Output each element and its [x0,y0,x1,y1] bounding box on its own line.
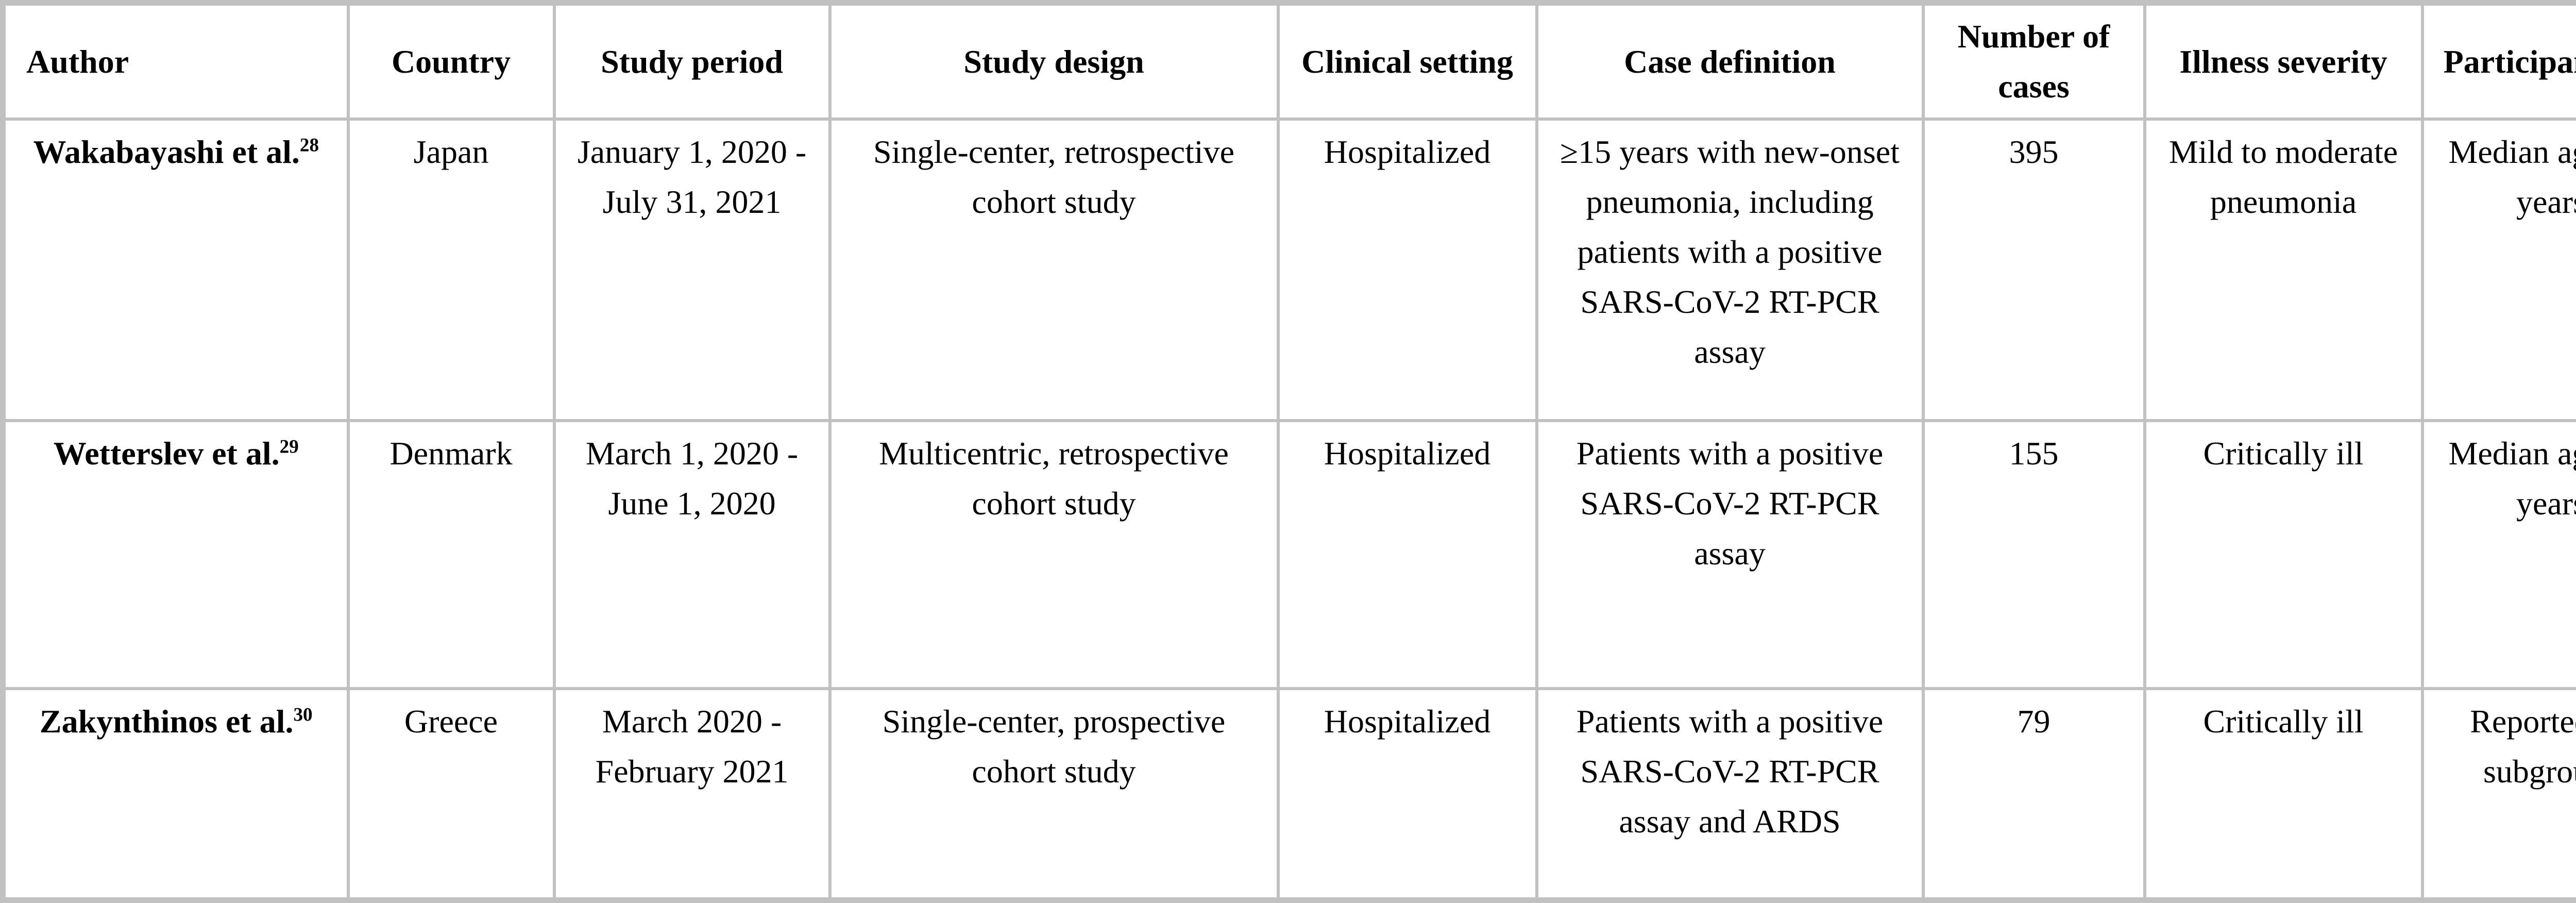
column-header-illness-severity: Illness severity [2145,3,2422,119]
author-name: Wetterslev et al. [54,435,280,472]
study-period-cell: January 1, 2020 - July 31, 2021 [554,119,830,421]
author-cell: Zakynthinos et al.30 [3,689,348,900]
author-cell: Wakabayashi et al.28 [3,119,348,421]
number-of-cases-cell: 395 [1923,119,2145,421]
column-header-clinical-setting: Clinical setting [1278,3,1537,119]
case-definition-cell: ≥15 years with new-onset pneumonia, incl… [1537,119,1923,421]
number-of-cases-cell: 155 [1923,421,2145,689]
participant-age-cell: Median age: 60 years [2422,119,2576,421]
case-definition-cell: Patients with a positive SARS-CoV-2 RT-P… [1537,421,1923,689]
study-design-cell: Single-center, prospective cohort study [830,689,1278,900]
column-header-study-design: Study design [830,3,1278,119]
author-cell: Wetterslev et al.29 [3,421,348,689]
participant-age-cell: Median age: 66 years [2422,421,2576,689]
illness-severity-cell: Mild to moderate pneumonia [2145,119,2422,421]
table-row-wetterslev: Wetterslev et al.29 Denmark March 1, 202… [3,421,2576,689]
country-cell: Greece [348,689,554,900]
table-header-row: Author Country Study period Study design… [3,3,2576,119]
clinical-setting-cell: Hospitalized [1278,421,1537,689]
column-header-participant-age: Participant age [2422,3,2576,119]
study-design-cell: Multicentric, retrospective cohort study [830,421,1278,689]
study-period-cell: March 2020 - February 2021 [554,689,830,900]
column-header-country: Country [348,3,554,119]
case-definition-cell: Patients with a positive SARS-CoV-2 RT-P… [1537,689,1923,900]
author-name: Zakynthinos et al. [40,703,294,740]
column-header-study-period: Study period [554,3,830,119]
table-row-zakynthinos: Zakynthinos et al.30 Greece March 2020 -… [3,689,2576,900]
author-name: Wakabayashi et al. [33,133,299,170]
reference-superscript: 29 [280,436,299,457]
study-design-cell: Single-center, retrospective cohort stud… [830,119,1278,421]
reference-superscript: 30 [293,704,312,725]
illness-severity-cell: Critically ill [2145,689,2422,900]
country-cell: Japan [348,119,554,421]
participant-age-cell: Reported by subgroups [2422,689,2576,900]
clinical-setting-cell: Hospitalized [1278,119,1537,421]
column-header-case-definition: Case definition [1537,3,1923,119]
reference-superscript: 28 [300,135,319,156]
number-of-cases-cell: 79 [1923,689,2145,900]
illness-severity-cell: Critically ill [2145,421,2422,689]
study-period-cell: March 1, 2020 - June 1, 2020 [554,421,830,689]
country-cell: Denmark [348,421,554,689]
clinical-setting-cell: Hospitalized [1278,689,1537,900]
column-header-number-of-cases: Number of cases [1923,3,2145,119]
column-header-author: Author [3,3,348,119]
table-row-wakabayashi: Wakabayashi et al.28 Japan January 1, 20… [3,119,2576,421]
